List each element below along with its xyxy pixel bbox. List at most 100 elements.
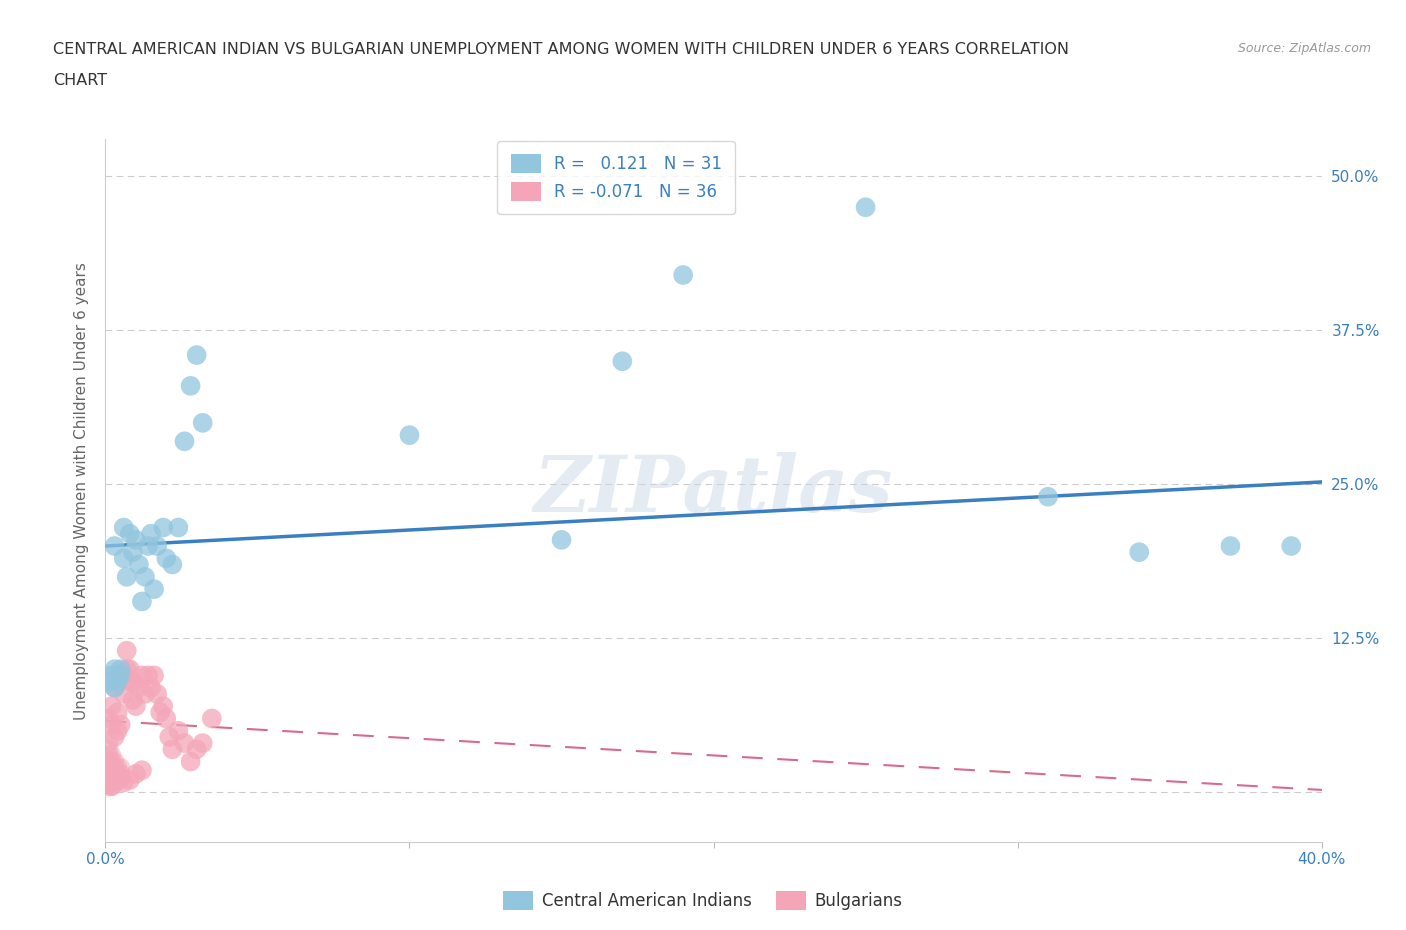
Point	[155, 711, 177, 726]
Point	[143, 581, 166, 596]
Point	[125, 766, 148, 781]
Point	[134, 686, 156, 701]
Point	[162, 742, 184, 757]
Point	[103, 754, 125, 769]
Point	[110, 668, 132, 683]
Point	[167, 724, 190, 738]
Point	[97, 674, 120, 689]
Point	[107, 674, 129, 689]
Point	[134, 569, 156, 584]
Point	[112, 551, 135, 565]
Point	[110, 766, 132, 781]
Point	[186, 348, 208, 363]
Point	[110, 770, 132, 785]
Point	[103, 761, 125, 776]
Point	[1279, 538, 1302, 553]
Point	[131, 594, 153, 609]
Point	[1128, 545, 1150, 560]
Point	[103, 662, 125, 677]
Point	[855, 200, 877, 215]
Point	[118, 662, 141, 677]
Point	[107, 705, 129, 720]
Point	[112, 520, 135, 535]
Text: CENTRAL AMERICAN INDIAN VS BULGARIAN UNEMPLOYMENT AMONG WOMEN WITH CHILDREN UNDE: CENTRAL AMERICAN INDIAN VS BULGARIAN UNE…	[53, 42, 1070, 57]
Point	[180, 754, 202, 769]
Text: CHART: CHART	[53, 73, 107, 87]
Point	[103, 775, 125, 790]
Point	[118, 674, 141, 689]
Point	[131, 763, 153, 777]
Point	[103, 538, 125, 553]
Point	[110, 761, 132, 776]
Point	[121, 693, 143, 708]
Point	[97, 773, 120, 788]
Point	[1219, 538, 1241, 553]
Point	[121, 674, 143, 689]
Point	[550, 532, 572, 547]
Point	[155, 551, 177, 565]
Point	[97, 736, 120, 751]
Point	[107, 761, 129, 776]
Point	[103, 766, 125, 781]
Point	[107, 724, 129, 738]
Point	[97, 711, 120, 726]
Point	[107, 766, 129, 781]
Point	[103, 729, 125, 744]
Point	[100, 717, 122, 732]
Point	[115, 644, 138, 658]
Point	[115, 569, 138, 584]
Point	[149, 705, 172, 720]
Point	[139, 526, 162, 541]
Point	[97, 761, 120, 776]
Point	[103, 680, 125, 695]
Point	[672, 268, 695, 283]
Point	[162, 557, 184, 572]
Point	[97, 766, 120, 781]
Point	[107, 773, 129, 788]
Point	[118, 773, 141, 788]
Point	[110, 773, 132, 788]
Point	[139, 680, 162, 695]
Point	[152, 520, 174, 535]
Legend: Central American Indians, Bulgarians: Central American Indians, Bulgarians	[496, 884, 910, 917]
Point	[97, 754, 120, 769]
Point	[112, 668, 135, 683]
Point	[1036, 489, 1059, 504]
Point	[146, 686, 169, 701]
Point	[100, 754, 122, 769]
Point	[152, 698, 174, 713]
Point	[118, 526, 141, 541]
Point	[143, 668, 166, 683]
Point	[180, 379, 202, 393]
Point	[100, 766, 122, 781]
Point	[100, 778, 122, 793]
Point	[157, 729, 180, 744]
Point	[121, 545, 143, 560]
Point	[97, 775, 120, 790]
Point	[186, 742, 208, 757]
Point	[103, 773, 125, 788]
Point	[112, 686, 135, 701]
Point	[100, 668, 122, 683]
Point	[136, 668, 159, 683]
Point	[100, 778, 122, 793]
Text: ZIPatlas: ZIPatlas	[534, 452, 893, 529]
Point	[167, 520, 190, 535]
Point	[191, 736, 214, 751]
Point	[398, 428, 420, 443]
Point	[131, 668, 153, 683]
Point	[146, 538, 169, 553]
Point	[125, 698, 148, 713]
Y-axis label: Unemployment Among Women with Children Under 6 years: Unemployment Among Women with Children U…	[75, 261, 90, 720]
Text: Source: ZipAtlas.com: Source: ZipAtlas.com	[1237, 42, 1371, 55]
Point	[103, 680, 125, 695]
Point	[128, 680, 150, 695]
Point	[612, 353, 634, 368]
Point	[100, 748, 122, 763]
Point	[191, 416, 214, 431]
Point	[128, 557, 150, 572]
Point	[100, 761, 122, 776]
Point	[110, 717, 132, 732]
Point	[110, 668, 132, 683]
Point	[125, 532, 148, 547]
